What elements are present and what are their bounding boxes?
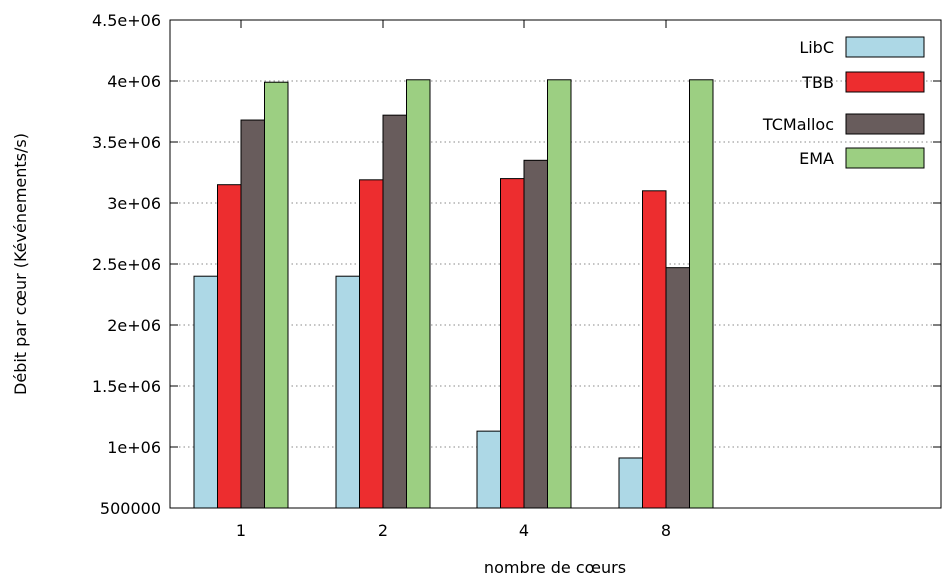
x-tick-label: 1 [236, 521, 246, 540]
legend: LibC TBB TCMalloc EMA [762, 36, 925, 169]
bar-tcmalloc-1 [240, 119, 265, 509]
y-axis-label: Débit par cœur (Kévénements/s) [11, 133, 30, 395]
legend-swatch-tcmalloc [845, 113, 925, 135]
bar-ema-8 [689, 79, 714, 509]
x-tick-label: 4 [519, 521, 529, 540]
bar-tcmalloc-4 [523, 159, 548, 509]
bar-libc-4 [476, 430, 501, 509]
y-tick-label: 1e+06 [107, 438, 161, 457]
bar-libc-1 [193, 275, 218, 509]
y-tick-label: 3.5e+06 [92, 133, 161, 152]
bar-ema-1 [264, 81, 289, 509]
legend-swatch-ema [845, 147, 925, 169]
bar-libc-8 [618, 457, 643, 509]
y-tick-label: 500000 [100, 499, 161, 518]
ticks-layer: 500000 1e+06 1.5e+06 2e+06 2.5e+06 3e+06 3.5e+… [92, 11, 941, 540]
bar-tbb-4 [500, 178, 525, 509]
legend-label-tbb: TBB [801, 73, 834, 92]
bars-layer [193, 79, 714, 509]
x-axis-label: nombre de cœurs [484, 558, 626, 577]
bar-tcmalloc-8 [665, 267, 690, 509]
bar-tbb-1 [217, 184, 242, 509]
bar-tbb-8 [642, 190, 667, 509]
x-tick-label: 8 [661, 521, 671, 540]
y-tick-label: 4e+06 [107, 72, 161, 91]
bar-tcmalloc-2 [382, 114, 407, 509]
bar-tbb-2 [359, 179, 384, 509]
legend-label-libc: LibC [799, 38, 834, 57]
y-tick-label: 1.5e+06 [92, 377, 161, 396]
legend-label-tcmalloc: TCMalloc [762, 115, 834, 134]
legend-label-ema: EMA [799, 149, 834, 168]
legend-swatch-libc [845, 36, 925, 58]
bar-ema-2 [406, 79, 431, 509]
y-tick-label: 3e+06 [107, 194, 161, 213]
bar-libc-2 [335, 275, 360, 509]
y-tick-label: 4.5e+06 [92, 11, 161, 30]
y-tick-label: 2e+06 [107, 316, 161, 335]
bar-ema-4 [547, 79, 572, 509]
legend-swatch-tbb [845, 71, 925, 93]
x-tick-label: 2 [378, 521, 388, 540]
y-tick-label: 2.5e+06 [92, 255, 161, 274]
